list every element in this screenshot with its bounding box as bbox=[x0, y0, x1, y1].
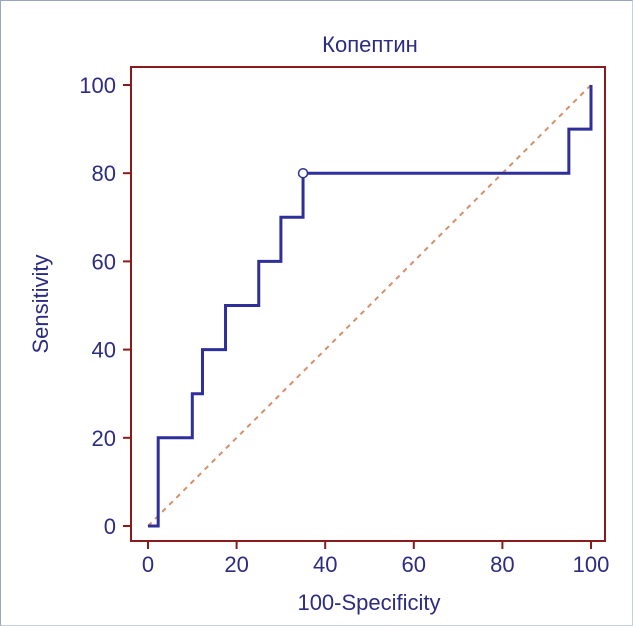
y-tick-label: 20 bbox=[92, 426, 116, 451]
roc-curve-line bbox=[148, 85, 593, 528]
x-tick-label: 100 bbox=[573, 552, 610, 577]
y-tick-label: 40 bbox=[92, 338, 116, 363]
y-tick-label: 0 bbox=[104, 514, 116, 539]
x-tick-label: 40 bbox=[313, 552, 337, 577]
x-axis-label: 100-Specificity bbox=[297, 590, 440, 615]
x-tick-label: 80 bbox=[490, 552, 514, 577]
y-tick-label: 60 bbox=[92, 249, 116, 274]
plot-area-border bbox=[130, 66, 606, 542]
y-axis-label: Sensitivity bbox=[28, 254, 53, 353]
optimal-cutoff-marker bbox=[297, 167, 309, 179]
x-axis-ticks: 0 20 40 60 80 100 bbox=[142, 541, 609, 577]
y-tick-label: 100 bbox=[79, 73, 116, 98]
y-axis-ticks: 0 20 40 60 80 100 bbox=[79, 73, 131, 539]
x-tick-label: 20 bbox=[224, 552, 248, 577]
x-tick-label: 0 bbox=[142, 552, 154, 577]
chart-title: Копептин bbox=[322, 32, 418, 57]
y-tick-label: 80 bbox=[92, 161, 116, 186]
x-tick-label: 60 bbox=[402, 552, 426, 577]
reference-diagonal-line bbox=[147, 84, 592, 527]
